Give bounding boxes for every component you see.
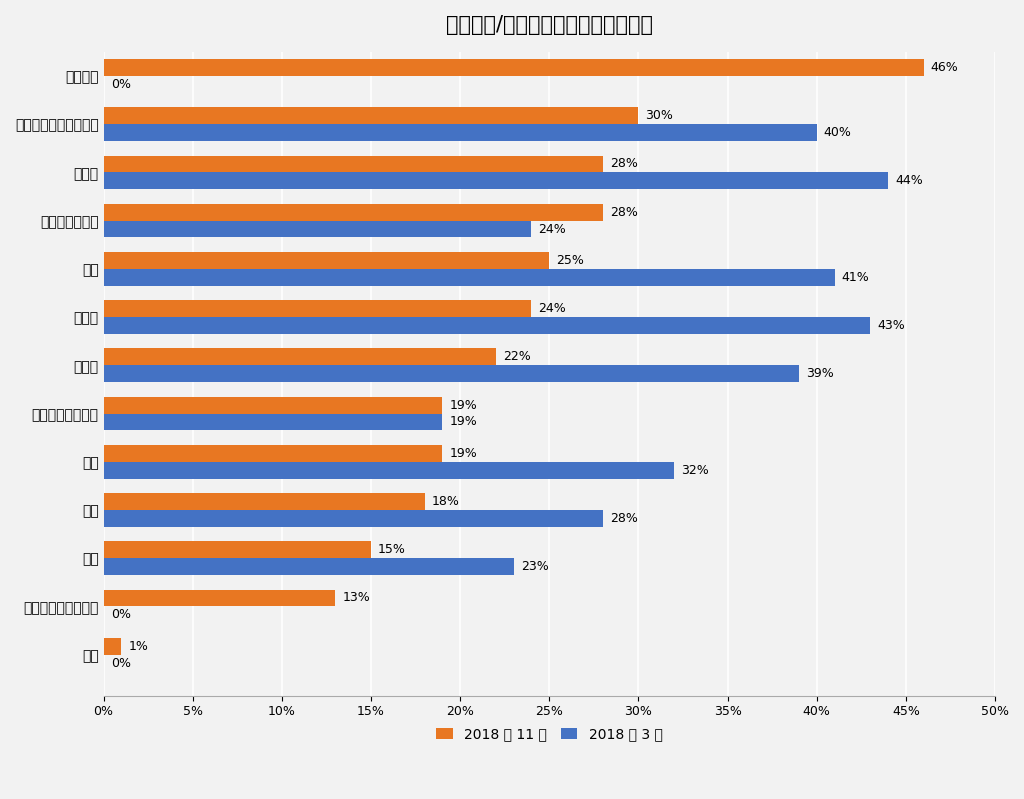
Bar: [103, 559, 514, 575]
Text: 28%: 28%: [610, 512, 638, 525]
Text: 41%: 41%: [842, 271, 869, 284]
Text: 25%: 25%: [556, 254, 585, 267]
Bar: [103, 462, 674, 479]
Text: 46%: 46%: [931, 61, 958, 74]
Text: 1%: 1%: [129, 640, 148, 653]
Text: 0%: 0%: [111, 657, 131, 670]
Bar: [103, 156, 603, 173]
Text: 32%: 32%: [681, 463, 709, 477]
Text: 22%: 22%: [503, 350, 530, 364]
Bar: [103, 204, 603, 221]
Text: 15%: 15%: [378, 543, 407, 556]
Title: 您在使用/部署容器时面临哪些挑战？: 您在使用/部署容器时面临哪些挑战？: [445, 15, 653, 35]
Bar: [103, 541, 371, 559]
Bar: [103, 317, 870, 334]
Bar: [103, 445, 442, 462]
Text: 24%: 24%: [539, 302, 566, 315]
Bar: [103, 638, 122, 654]
Text: 19%: 19%: [450, 399, 477, 411]
Bar: [103, 173, 888, 189]
Text: 39%: 39%: [806, 368, 834, 380]
Text: 44%: 44%: [895, 174, 923, 187]
Bar: [103, 590, 336, 606]
Bar: [103, 396, 442, 414]
Bar: [103, 221, 531, 237]
Bar: [103, 59, 924, 76]
Text: 13%: 13%: [342, 591, 371, 605]
Text: 0%: 0%: [111, 78, 131, 91]
Bar: [103, 107, 638, 124]
Bar: [103, 300, 531, 317]
Bar: [103, 414, 442, 431]
Legend: 2018 年 11 月, 2018 年 3 月: 2018 年 11 月, 2018 年 3 月: [431, 721, 668, 746]
Bar: [103, 510, 603, 527]
Text: 43%: 43%: [878, 319, 905, 332]
Bar: [103, 365, 799, 382]
Bar: [103, 124, 817, 141]
Text: 24%: 24%: [539, 223, 566, 236]
Text: 19%: 19%: [450, 415, 477, 428]
Bar: [103, 268, 835, 286]
Text: 28%: 28%: [610, 205, 638, 219]
Text: 40%: 40%: [824, 126, 852, 139]
Text: 23%: 23%: [521, 560, 549, 573]
Text: 28%: 28%: [610, 157, 638, 170]
Text: 19%: 19%: [450, 447, 477, 459]
Text: 18%: 18%: [432, 495, 460, 508]
Bar: [103, 493, 425, 510]
Bar: [103, 252, 549, 268]
Bar: [103, 348, 496, 365]
Text: 0%: 0%: [111, 608, 131, 622]
Text: 30%: 30%: [645, 109, 674, 122]
